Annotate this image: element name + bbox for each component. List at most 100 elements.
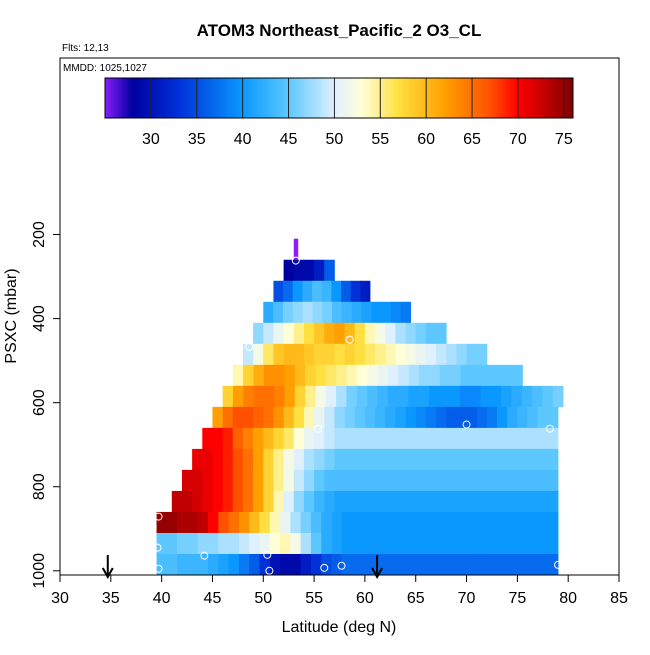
cell bbox=[465, 532, 477, 555]
colorbar-swatch bbox=[368, 78, 372, 118]
colorbar-swatch bbox=[107, 78, 111, 118]
x-tick-label: 45 bbox=[204, 590, 222, 607]
cell bbox=[436, 406, 447, 429]
cell bbox=[283, 469, 295, 492]
colorbar-swatch bbox=[196, 78, 200, 118]
cell bbox=[253, 406, 264, 429]
cell bbox=[166, 553, 178, 576]
cell bbox=[413, 511, 425, 534]
colorbar-swatch bbox=[426, 78, 429, 118]
colorbar-swatch bbox=[192, 78, 195, 118]
cell bbox=[273, 490, 284, 513]
cell bbox=[547, 490, 559, 513]
colorbar-swatch bbox=[554, 78, 558, 118]
cell bbox=[222, 490, 234, 513]
cell bbox=[334, 322, 345, 345]
colorbar-swatch bbox=[297, 78, 301, 118]
cell bbox=[497, 406, 508, 429]
colorbar-swatch bbox=[332, 78, 335, 118]
colorbar-swatch bbox=[238, 78, 241, 118]
cell bbox=[367, 364, 379, 387]
colorbar-swatch bbox=[178, 78, 182, 118]
colorbar-swatch bbox=[183, 78, 186, 118]
colorbar-swatch bbox=[164, 78, 168, 118]
colorbar-swatch bbox=[501, 78, 505, 118]
cell bbox=[303, 322, 315, 345]
cell bbox=[517, 469, 528, 492]
colorbar-swatch bbox=[169, 78, 173, 118]
cell bbox=[324, 406, 335, 429]
cell bbox=[375, 343, 386, 366]
cell bbox=[263, 427, 274, 450]
colorbar-swatch bbox=[488, 78, 491, 118]
cell bbox=[263, 385, 275, 408]
cell bbox=[310, 553, 322, 576]
cell bbox=[390, 301, 402, 324]
cell bbox=[273, 301, 284, 324]
colorbar-swatch bbox=[224, 78, 228, 118]
y-tick-label: 800 bbox=[31, 473, 48, 500]
cell bbox=[331, 532, 343, 555]
x-tick-label: 70 bbox=[458, 590, 476, 607]
cell bbox=[364, 406, 376, 429]
cell bbox=[232, 469, 244, 492]
x-tick-label: 85 bbox=[610, 590, 628, 607]
colorbar-swatch bbox=[320, 78, 324, 118]
cell bbox=[336, 385, 347, 408]
cell bbox=[425, 322, 437, 345]
cell bbox=[253, 343, 264, 366]
cell bbox=[242, 448, 254, 471]
cell bbox=[314, 448, 325, 471]
cell bbox=[292, 301, 303, 324]
cell bbox=[456, 406, 467, 429]
cell bbox=[506, 553, 518, 576]
cell bbox=[192, 469, 203, 492]
cell bbox=[292, 280, 303, 303]
cell bbox=[400, 301, 412, 324]
colorbar-tick-label: 35 bbox=[188, 131, 206, 148]
colorbar-swatch bbox=[217, 78, 221, 118]
cell bbox=[238, 553, 250, 576]
colorbar-tick-label: 40 bbox=[234, 131, 252, 148]
cell bbox=[507, 448, 518, 471]
colorbar-swatch bbox=[173, 78, 177, 118]
colorbar-tick-label: 30 bbox=[142, 131, 160, 148]
colorbar-swatch bbox=[263, 78, 267, 118]
cell bbox=[385, 448, 396, 471]
cell bbox=[290, 553, 302, 576]
colorbar-swatch bbox=[550, 78, 553, 118]
cell bbox=[537, 448, 549, 471]
colorbar-swatch bbox=[240, 78, 244, 118]
colorbar-swatch bbox=[348, 78, 351, 118]
colorbar-swatch bbox=[171, 78, 175, 118]
cell bbox=[177, 553, 188, 576]
flight-point bbox=[200, 551, 209, 560]
cell bbox=[300, 532, 312, 555]
colorbar-swatch bbox=[261, 78, 264, 118]
cell bbox=[476, 448, 488, 471]
cell bbox=[300, 553, 312, 576]
cell bbox=[312, 301, 323, 324]
colorbar-swatch bbox=[279, 78, 283, 118]
cell bbox=[242, 427, 254, 450]
colorbar-swatch bbox=[403, 78, 407, 118]
colorbar-swatch bbox=[258, 78, 262, 118]
colorbar-swatch bbox=[166, 78, 170, 118]
cell bbox=[507, 427, 518, 450]
colorbar-swatch bbox=[435, 78, 439, 118]
cell bbox=[385, 343, 396, 366]
colorbar-swatch bbox=[130, 78, 134, 118]
cell bbox=[375, 406, 386, 429]
cell bbox=[334, 469, 345, 492]
colorbar-swatch bbox=[428, 78, 432, 118]
colorbar-swatch bbox=[155, 78, 159, 118]
cell bbox=[212, 469, 224, 492]
cell bbox=[501, 385, 512, 408]
cell bbox=[405, 469, 417, 492]
colorbar-swatch bbox=[270, 78, 273, 118]
cell bbox=[395, 490, 406, 513]
cell bbox=[547, 511, 559, 534]
colorbar-swatch bbox=[281, 78, 285, 118]
colorbar-tick-label: 65 bbox=[463, 131, 481, 148]
cell bbox=[517, 490, 528, 513]
